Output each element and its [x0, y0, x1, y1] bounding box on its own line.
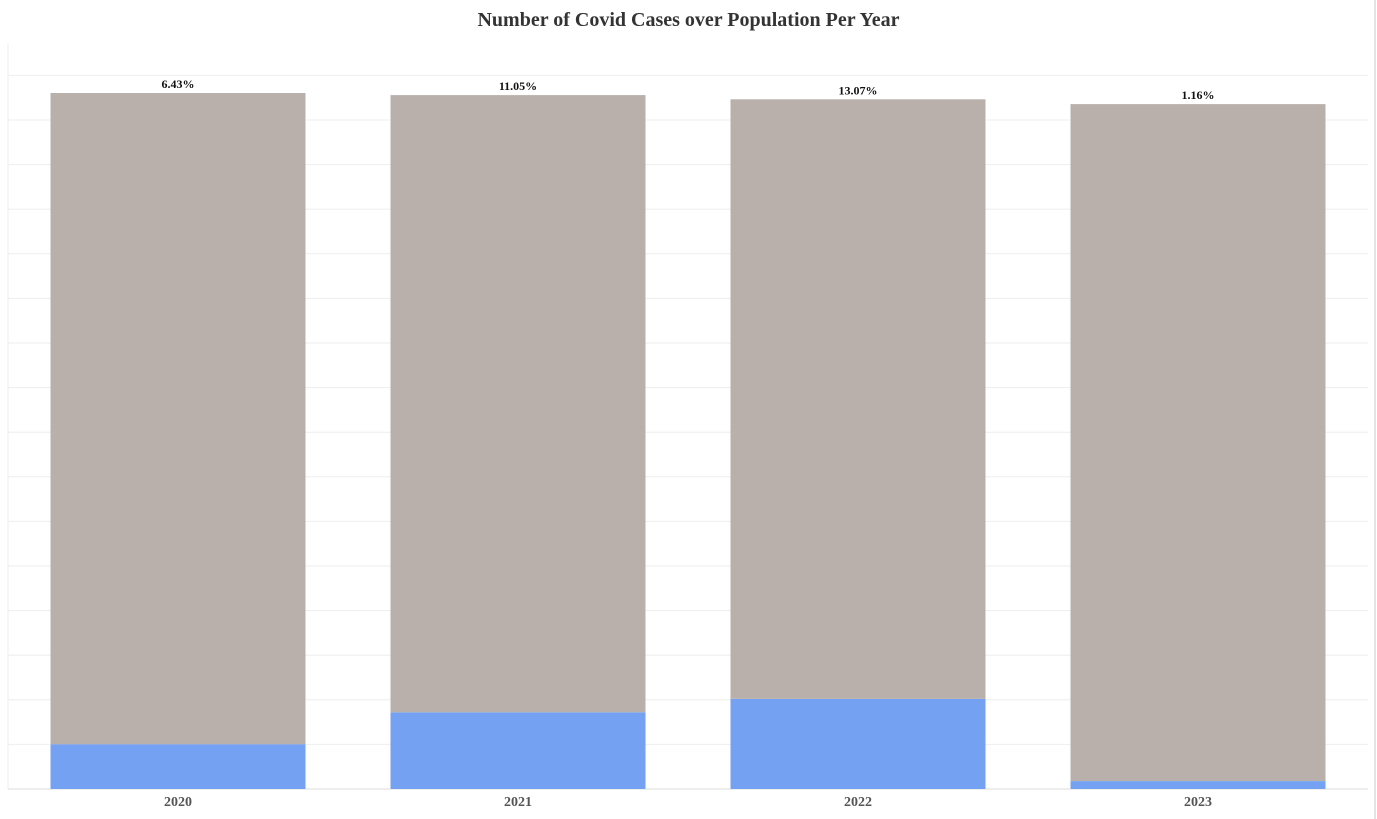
bar-2020-segment-1[interactable] [50, 93, 306, 745]
x-tick-label-2021: 2021 [504, 795, 532, 810]
x-tick-label-2022: 2022 [844, 795, 872, 810]
chart-title: Number of Covid Cases over Population Pe… [477, 9, 900, 31]
bar-2022-segment-1[interactable] [730, 99, 986, 699]
bar-2022-segment-0[interactable] [730, 698, 986, 789]
data-label-2022: 13.07% [839, 83, 878, 97]
chart-border [1374, 0, 1376, 819]
x-tick-label-2020: 2020 [164, 795, 192, 810]
bar-2023-segment-1[interactable] [1070, 104, 1326, 782]
bar-2023-segment-0[interactable] [1070, 781, 1326, 789]
data-label-2021: 11.05% [499, 79, 537, 93]
bar-2020-segment-0[interactable] [50, 744, 306, 789]
data-label-2023: 1.16% [1182, 88, 1215, 102]
x-tick-label-2023: 2023 [1184, 795, 1212, 810]
bar-2021-segment-1[interactable] [390, 95, 646, 713]
bar-2021-segment-0[interactable] [390, 712, 646, 789]
data-label-2020: 6.43% [162, 77, 195, 91]
